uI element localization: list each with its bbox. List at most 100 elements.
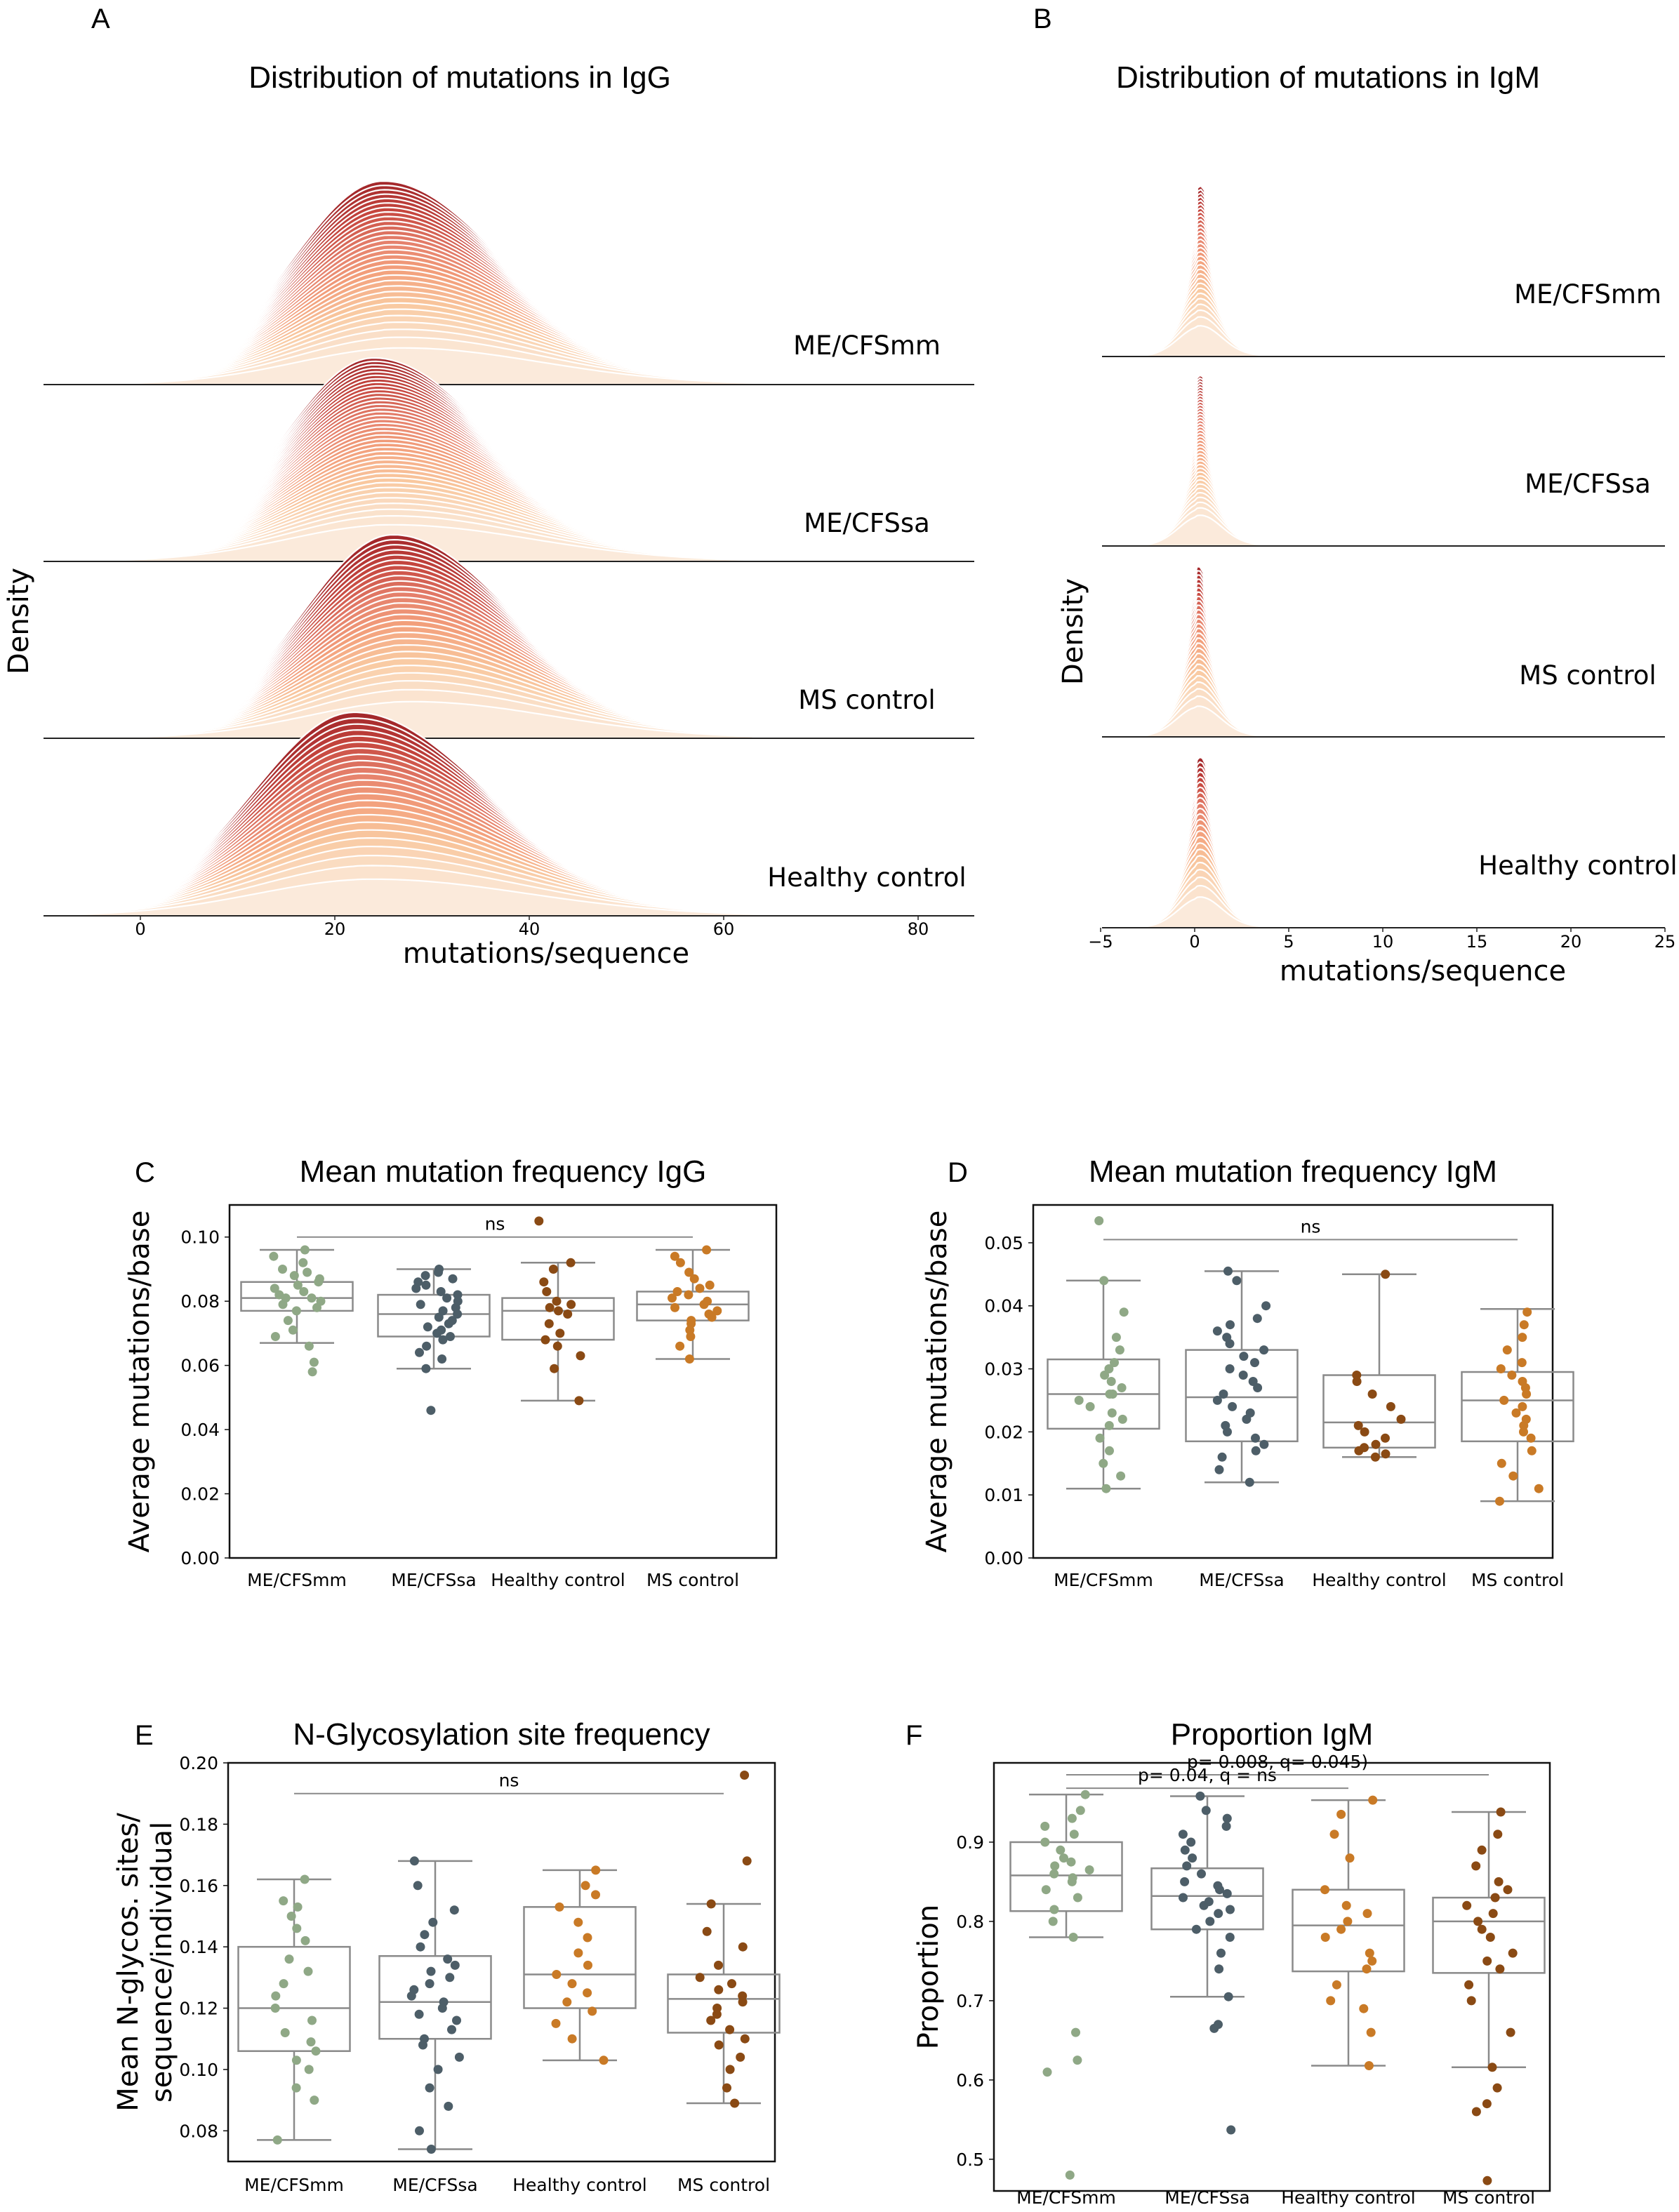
panel-c-boxplot: Mean mutation frequency IgG 0.00 0.02 0.04 0…: [124, 1154, 778, 1590]
y-tick-label: 0.04: [984, 1296, 1023, 1317]
data-point: [1214, 1964, 1224, 1974]
ridge-group-1: ME/CFSsa: [1101, 374, 1665, 547]
y-tick-label: 0.10: [180, 1227, 220, 1248]
ridge-group-3: Healthy control: [42, 711, 974, 917]
data-point: [1320, 1933, 1330, 1942]
y-tick-label: 0.00: [180, 1548, 220, 1568]
data-point: [1117, 1383, 1127, 1392]
box-iqr: [237, 1945, 351, 2052]
data-point: [1101, 1484, 1111, 1493]
box-group-0: [1009, 1790, 1123, 2180]
category-label: MS control: [1442, 2187, 1535, 2208]
data-point: [540, 1335, 550, 1345]
y-axis-label: Average mutations/base: [124, 1211, 156, 1553]
panel-letter-a: A: [91, 4, 110, 34]
x-tick-label: 60: [713, 919, 735, 939]
data-point: [454, 2052, 464, 2062]
data-point: [670, 1302, 679, 1312]
data-point: [306, 2037, 316, 2047]
data-point: [1204, 1897, 1214, 1907]
data-point: [409, 1856, 419, 1866]
data-point: [444, 2101, 453, 2111]
category-label: Healthy control: [1312, 1570, 1447, 1590]
data-point: [426, 2145, 436, 2154]
data-point: [1396, 1414, 1406, 1424]
data-point: [453, 1296, 463, 1306]
data-point: [307, 2016, 317, 2025]
data-point: [566, 1258, 576, 1267]
data-point: [1104, 1364, 1114, 1373]
data-point: [414, 2009, 424, 2019]
data-point: [544, 1319, 554, 1328]
data-point: [591, 1865, 601, 1875]
x-tick-label: 0: [135, 919, 145, 939]
data-point: [450, 1960, 460, 1970]
panel-letter-f: F: [905, 1720, 922, 1751]
box-iqr: [1432, 1896, 1546, 1974]
data-point: [413, 1277, 423, 1287]
x-tick-label: 15: [1466, 932, 1488, 952]
data-point: [434, 1265, 444, 1274]
data-point: [1259, 1345, 1269, 1355]
data-point: [1534, 1484, 1544, 1493]
data-point: [1071, 2027, 1080, 2037]
panel-a-igg-ridgeline: Distribution of mutations in IgG ME/CFSm…: [3, 60, 974, 970]
data-point: [1494, 1877, 1504, 1886]
data-point: [1367, 1956, 1377, 1966]
data-point: [695, 1973, 705, 1983]
data-point: [1197, 1869, 1206, 1879]
data-point: [425, 1979, 434, 1989]
data-point: [1365, 1948, 1374, 1958]
data-point: [421, 1364, 431, 1373]
data-point: [573, 1917, 583, 1927]
data-point: [736, 2052, 745, 2062]
data-point: [300, 1874, 310, 1884]
data-point: [270, 1284, 279, 1293]
data-point: [702, 1245, 712, 1255]
data-point: [415, 2126, 424, 2136]
data-point: [740, 1771, 750, 1780]
data-point: [1329, 1830, 1339, 1839]
ridge-curve: [42, 700, 754, 740]
plot-frame: [227, 1761, 776, 2163]
data-point: [1095, 1433, 1105, 1443]
y-tick-label: 0.08: [179, 2121, 218, 2141]
data-point: [1217, 1452, 1227, 1462]
data-point: [1099, 1276, 1109, 1286]
x-tick-label: 20: [324, 919, 346, 939]
data-point: [551, 2018, 561, 2028]
panel-b-x-ticks: −5 0 5 10 15 20 25: [1088, 928, 1675, 952]
data-point: [423, 1322, 432, 1332]
ridge-label: ME/CFSsa: [1525, 469, 1651, 499]
data-point: [567, 1979, 577, 1989]
data-point: [1221, 1821, 1231, 1831]
data-point: [420, 2034, 429, 2044]
data-point: [300, 1936, 310, 1945]
x-tick-label: −5: [1088, 932, 1113, 952]
data-point: [1250, 1358, 1259, 1368]
data-point: [449, 1905, 459, 1915]
data-point: [1522, 1307, 1532, 1317]
data-point: [310, 2096, 319, 2105]
x-tick-label: 20: [1560, 932, 1582, 952]
data-point: [303, 1267, 312, 1277]
data-point: [416, 1300, 425, 1310]
ridge-label: ME/CFSsa: [804, 508, 930, 538]
panel-b-igm-ridgeline: Distribution of mutations in IgM ME/CFSm…: [1057, 60, 1678, 987]
data-point: [567, 2034, 577, 2044]
data-point: [1492, 2083, 1502, 2093]
data-point: [573, 1948, 583, 1958]
y-tick-label: 0.14: [179, 1937, 218, 1957]
data-point: [1222, 1813, 1232, 1823]
panel-letter-b: B: [1033, 4, 1052, 34]
x-tick-label: 80: [908, 919, 929, 939]
data-point: [1386, 1401, 1395, 1411]
box-group-3: [1461, 1307, 1574, 1506]
data-point: [1048, 1917, 1058, 1926]
significance-label: ns: [1301, 1216, 1321, 1237]
data-point: [1352, 1371, 1362, 1380]
data-point: [420, 1930, 430, 1940]
panel-b-ridges: ME/CFSmm ME/CFSsa MS control Healthy contro…: [1101, 185, 1678, 929]
data-point: [437, 1325, 446, 1335]
category-label: Healthy control: [1281, 2187, 1416, 2208]
